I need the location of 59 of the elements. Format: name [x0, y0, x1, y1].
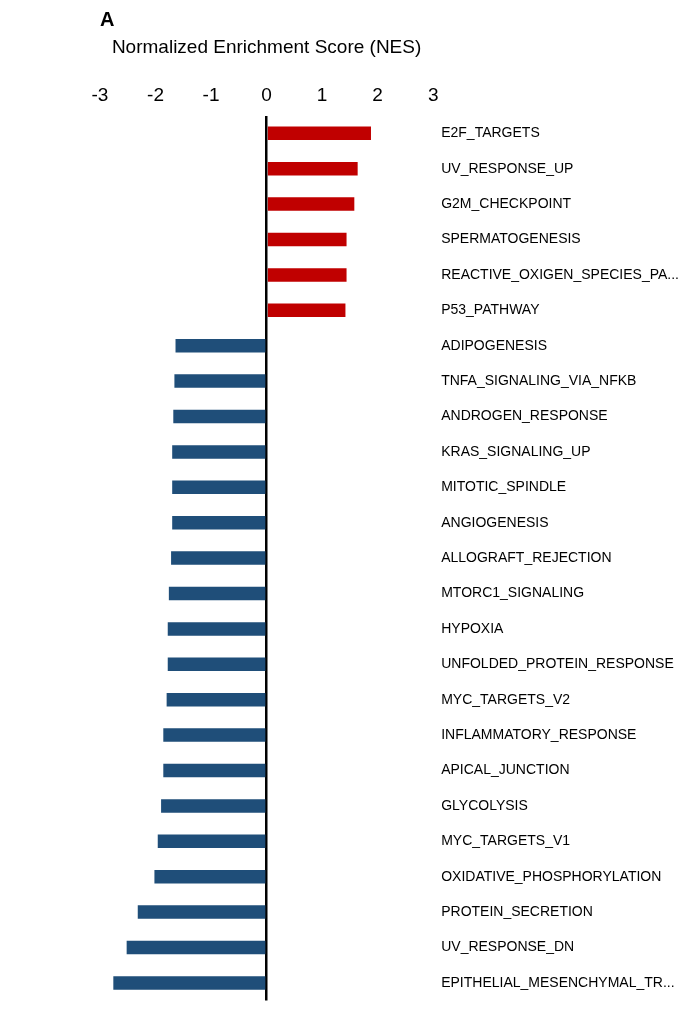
bar — [174, 374, 266, 388]
bar — [267, 268, 347, 282]
y-tick-label: ADIPOGENESIS — [441, 336, 547, 353]
y-tick-label: INFLAMMATORY_RESPONSE — [441, 725, 637, 742]
bar — [175, 338, 266, 353]
x-tick-label: 0 — [261, 84, 272, 106]
x-tick-label: 2 — [372, 84, 383, 106]
bar — [172, 445, 266, 459]
y-tick-label: ANDROGEN_RESPONSE — [441, 407, 608, 424]
bar — [167, 657, 266, 672]
bar — [172, 480, 266, 495]
bar — [267, 126, 371, 141]
bar — [172, 515, 266, 530]
bar — [267, 161, 358, 176]
y-tick-label: PROTEIN_SECRETION — [441, 902, 593, 919]
bar — [267, 197, 355, 211]
bar — [166, 692, 266, 707]
bar — [171, 551, 266, 565]
bar — [163, 763, 266, 778]
bar — [163, 728, 266, 742]
bar — [173, 409, 266, 424]
y-tick-label: REACTIVE_OXIGEN_SPECIES_PA... — [441, 265, 680, 282]
y-tick-label: MITOTIC_SPINDLE — [441, 478, 567, 495]
y-tick-label: G2M_CHECKPOINT — [441, 194, 572, 211]
y-tick-label: E2F_TARGETS — [441, 124, 540, 141]
y-tick-label: KRAS_SIGNALING_UP — [441, 442, 591, 459]
y-tick-label: UV_RESPONSE_UP — [441, 159, 574, 176]
y-tick-label: MTORC1_SIGNALING — [441, 584, 585, 601]
bar — [167, 622, 266, 636]
bar — [154, 869, 266, 884]
bar — [113, 976, 266, 990]
bar — [137, 905, 266, 919]
y-tick-label: SPERMATOGENESIS — [441, 230, 581, 247]
y-tick-label: P53_PATHWAY — [441, 301, 541, 318]
x-tick-label: -1 — [202, 84, 220, 106]
x-tick-label: 3 — [427, 84, 439, 106]
bar — [168, 586, 266, 601]
y-tick-label: MYC_TARGETS_V2 — [441, 690, 571, 707]
y-tick-label: ALLOGRAFT_REJECTION — [441, 548, 612, 565]
bar — [126, 940, 266, 955]
y-tick-label: TNFA_SIGNALING_VIA_NFKB — [441, 371, 637, 388]
y-tick-label: EPITHELIAL_MESENCHYMAL_TR... — [441, 973, 675, 990]
y-tick-label: GLYCOLYSIS — [441, 796, 528, 813]
y-tick-label: ANGIOGENESIS — [441, 513, 549, 530]
bar — [157, 834, 266, 849]
x-tick-label: -3 — [91, 84, 109, 106]
y-tick-label: UV_RESPONSE_DN — [441, 938, 575, 955]
y-tick-label: UNFOLDED_PROTEIN_RESPONSE — [441, 655, 674, 672]
y-tick-label: HYPOXIA — [441, 619, 505, 636]
x-tick-label: -2 — [147, 84, 164, 106]
y-tick-label: APICAL_JUNCTION — [441, 761, 570, 778]
chart-title: A — [100, 7, 115, 30]
bar — [267, 303, 346, 318]
bar — [161, 799, 266, 813]
bar — [267, 232, 347, 247]
x-tick-label: 1 — [316, 84, 328, 106]
y-tick-label: MYC_TARGETS_V1 — [441, 832, 571, 849]
y-tick-label: OXIDATIVE_PHOSPHORYLATION — [441, 867, 662, 884]
x-axis-title: Normalized Enrichment Score (NES) — [111, 35, 422, 57]
